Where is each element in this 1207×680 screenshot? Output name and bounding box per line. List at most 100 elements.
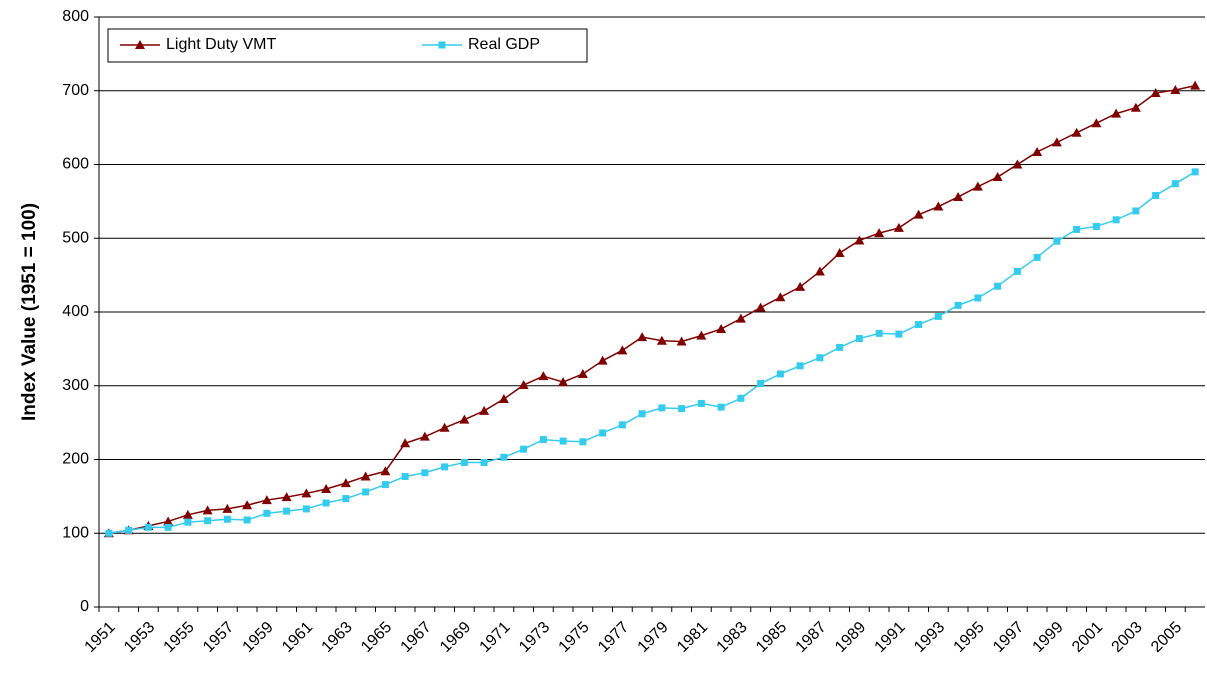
data-point xyxy=(1132,207,1140,215)
series-line xyxy=(108,84,1196,534)
data-point xyxy=(1171,180,1179,188)
data-point xyxy=(814,266,825,276)
data-point xyxy=(974,294,982,302)
data-point xyxy=(893,222,904,232)
data-point xyxy=(182,509,193,519)
x-tick-label: 1979 xyxy=(634,619,671,656)
data-point xyxy=(184,518,192,526)
data-point xyxy=(1013,267,1021,275)
data-point xyxy=(302,505,310,513)
data-point xyxy=(1012,159,1023,169)
legend-label: Light Duty VMT xyxy=(166,36,276,53)
y-tick-label: 800 xyxy=(62,8,89,25)
data-point xyxy=(717,403,725,411)
x-tick-label: 1993 xyxy=(911,619,948,656)
x-tick-label: 2005 xyxy=(1148,619,1185,656)
data-point xyxy=(755,302,766,312)
data-point xyxy=(716,323,727,333)
data-point xyxy=(874,228,885,238)
legend-label: Real GDP xyxy=(468,36,540,53)
x-tick-label: 1989 xyxy=(832,619,869,656)
data-point xyxy=(539,436,547,444)
data-point xyxy=(322,499,330,507)
data-point xyxy=(283,507,291,515)
data-point xyxy=(696,330,707,340)
data-point xyxy=(439,422,450,432)
data-point xyxy=(617,345,628,355)
data-point xyxy=(1033,253,1041,261)
data-point xyxy=(498,394,509,404)
data-point xyxy=(875,329,883,337)
data-point xyxy=(222,503,233,513)
x-tick-label: 1995 xyxy=(950,619,987,656)
data-point xyxy=(281,492,292,502)
data-point xyxy=(263,509,271,517)
y-tick-label: 500 xyxy=(62,229,89,246)
series-line xyxy=(108,171,1196,534)
data-point xyxy=(202,505,213,515)
data-point xyxy=(796,362,804,370)
y-tick-label: 400 xyxy=(62,303,89,320)
data-point xyxy=(261,495,272,505)
data-point xyxy=(381,481,389,489)
data-point xyxy=(480,458,488,466)
x-tick-label: 1977 xyxy=(595,619,632,656)
x-tick-label: 1973 xyxy=(516,619,553,656)
data-point xyxy=(1073,225,1081,233)
data-point xyxy=(362,488,370,496)
data-point xyxy=(144,523,152,531)
x-tick-label: 1999 xyxy=(1029,619,1066,656)
x-tick-label: 1951 xyxy=(81,619,118,656)
data-point xyxy=(163,516,174,526)
y-axis-label: Index Value (1951 = 100) xyxy=(19,203,40,421)
data-point xyxy=(637,332,648,342)
data-point xyxy=(933,201,944,211)
legend-marker xyxy=(438,41,446,49)
data-point xyxy=(479,405,490,415)
data-point xyxy=(204,517,212,525)
data-point xyxy=(559,437,567,445)
y-tick-label: 200 xyxy=(62,451,89,468)
data-point xyxy=(994,282,1002,290)
data-point xyxy=(618,421,626,429)
data-point xyxy=(500,453,508,461)
x-tick-label: 1961 xyxy=(279,619,316,656)
data-point xyxy=(321,484,332,493)
data-point xyxy=(836,343,844,351)
data-point xyxy=(460,458,468,466)
data-point xyxy=(776,370,784,378)
data-point xyxy=(1111,108,1122,118)
data-point xyxy=(895,330,903,338)
x-tick-label: 1957 xyxy=(200,619,237,656)
data-point xyxy=(223,515,231,523)
data-point xyxy=(538,371,549,381)
x-tick-label: 1959 xyxy=(239,619,276,656)
data-point xyxy=(1170,85,1181,95)
data-point xyxy=(459,414,470,424)
data-point xyxy=(795,281,806,291)
x-tick-label: 1969 xyxy=(437,619,474,656)
data-point xyxy=(243,516,251,524)
data-point xyxy=(697,399,705,407)
data-point xyxy=(954,301,962,309)
data-point xyxy=(638,410,646,418)
x-tick-label: 1997 xyxy=(990,619,1027,656)
data-point xyxy=(1092,222,1100,230)
data-point xyxy=(597,355,608,365)
data-point xyxy=(1112,216,1120,224)
x-tick-label: 1955 xyxy=(160,619,197,656)
x-tick-label: 1983 xyxy=(713,619,750,656)
data-point xyxy=(401,472,409,480)
data-point xyxy=(599,429,607,437)
data-point xyxy=(854,235,865,245)
data-point xyxy=(105,529,113,537)
data-point xyxy=(737,394,745,402)
data-point xyxy=(1150,87,1161,97)
y-tick-label: 600 xyxy=(62,156,89,173)
data-point xyxy=(953,191,964,201)
data-point xyxy=(421,469,429,477)
x-tick-label: 1963 xyxy=(318,619,355,656)
data-point xyxy=(915,321,923,329)
data-point xyxy=(1032,146,1043,156)
x-tick-label: 1967 xyxy=(397,619,434,656)
